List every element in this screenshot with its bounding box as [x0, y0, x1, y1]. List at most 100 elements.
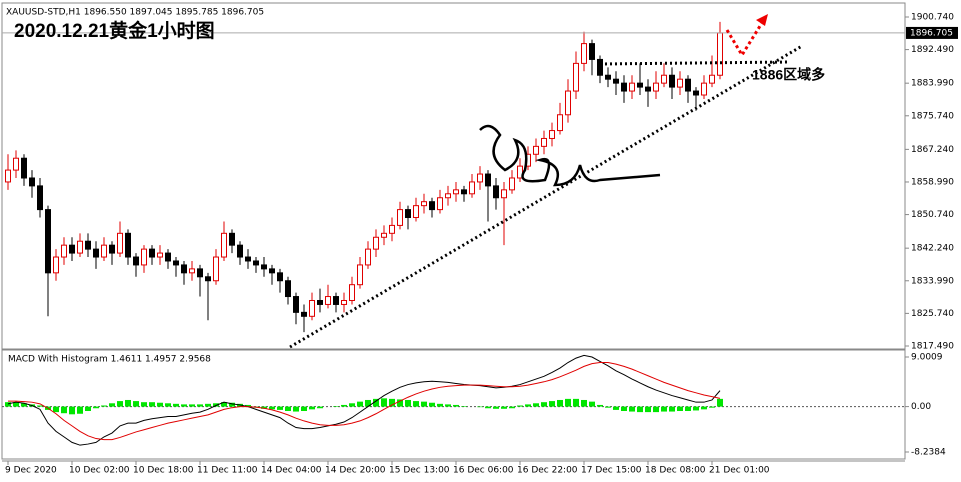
- histogram-bar: [333, 406, 339, 407]
- candle-body: [541, 137, 547, 147]
- histogram-bar: [637, 406, 643, 413]
- candle-body: [109, 244, 115, 254]
- histogram-bar: [301, 406, 307, 412]
- histogram-bar: [581, 399, 587, 407]
- macd-panel: [1, 349, 906, 460]
- histogram-bar: [109, 403, 115, 407]
- x-tick-label: 18 Dec 08:00: [645, 466, 706, 476]
- signature: [479, 124, 661, 187]
- histogram-bar: [85, 406, 91, 412]
- histogram-bar: [205, 403, 211, 407]
- candle-body: [5, 169, 11, 183]
- y-tick-label: -8.2384: [911, 447, 946, 457]
- candle-body: [581, 43, 587, 64]
- y-tick-label: 0.00: [911, 402, 931, 412]
- macd-header: MACD With Histogram 1.4611 1.4957 2.9568: [8, 355, 211, 365]
- histogram-bar: [549, 401, 555, 407]
- histogram-bar: [245, 404, 251, 407]
- y-tick-label: 1883.990: [911, 79, 954, 89]
- histogram-bar: [69, 406, 75, 415]
- histogram-bar: [525, 404, 531, 407]
- candle-body: [413, 205, 419, 219]
- histogram-bar: [445, 404, 451, 407]
- candle-body: [645, 86, 651, 92]
- candle-body: [149, 248, 155, 258]
- candle-body: [477, 173, 483, 183]
- y-tick-label: 1842.240: [911, 244, 954, 254]
- y-tick-label: 9.0009: [911, 353, 943, 363]
- histogram-bar: [461, 406, 467, 407]
- resistance-line: [599, 60, 789, 66]
- candle-body: [429, 201, 435, 211]
- candle-body: [205, 276, 211, 282]
- candle-body: [373, 236, 379, 250]
- candle-body: [301, 311, 307, 317]
- candle-body: [253, 260, 259, 266]
- y-tick-label: 1817.490: [911, 341, 954, 351]
- histogram-bar: [677, 406, 683, 412]
- candle-body: [389, 224, 395, 234]
- candle-body: [261, 264, 267, 270]
- histogram-bar: [173, 403, 179, 407]
- candle-body: [637, 82, 643, 88]
- x-tick-label: 16 Dec 22:00: [517, 466, 578, 476]
- y-tick-label: 1875.740: [911, 111, 954, 121]
- histogram-bar: [381, 398, 387, 407]
- candle-body: [37, 185, 43, 211]
- histogram-bar: [269, 406, 275, 410]
- candle-body: [125, 232, 131, 258]
- candle-body: [565, 90, 571, 116]
- candle-body: [69, 244, 75, 254]
- histogram-bar: [21, 403, 27, 407]
- candle-body: [445, 193, 451, 199]
- candle-body: [533, 145, 539, 155]
- x-tick-label: 16 Dec 06:00: [453, 466, 514, 476]
- histogram-bar: [541, 402, 547, 407]
- candle-body: [45, 209, 51, 274]
- histogram-bar: [405, 399, 411, 407]
- candle-body: [613, 78, 619, 84]
- histogram-bar: [309, 406, 315, 410]
- candle-body: [173, 260, 179, 266]
- histogram-bar: [365, 399, 371, 407]
- histogram-bar: [557, 399, 563, 407]
- y-tick-label: 1867.240: [911, 145, 954, 155]
- histogram-bar: [613, 406, 619, 410]
- candle-body: [621, 82, 627, 92]
- candle-body: [13, 157, 19, 171]
- candle-body: [701, 82, 707, 96]
- candle-body: [293, 296, 299, 313]
- arrow-head: [756, 14, 768, 26]
- candle-body: [229, 232, 235, 246]
- histogram-bar: [101, 405, 107, 407]
- histogram-bar: [53, 406, 59, 413]
- candle-body: [29, 177, 35, 187]
- candle-body: [165, 252, 171, 262]
- candle-body: [21, 157, 27, 179]
- histogram-bar: [213, 403, 219, 407]
- candle-body: [573, 62, 579, 92]
- histogram-bar: [397, 399, 403, 407]
- candle-body: [53, 256, 59, 274]
- candle-body: [85, 240, 91, 250]
- histogram-bar: [709, 406, 715, 408]
- candle-body: [357, 264, 363, 286]
- histogram-bar: [693, 406, 699, 411]
- candle-body: [685, 78, 691, 92]
- candle-body: [237, 244, 243, 258]
- x-tick-label: 14 Dec 04:00: [261, 466, 322, 476]
- x-tick-label: 9 Dec 2020: [5, 466, 57, 476]
- candle-body: [189, 268, 195, 274]
- symbol-header: XAUUSD-STD,H1 1896.550 1897.045 1895.785…: [6, 8, 264, 18]
- candle-body: [333, 296, 339, 305]
- histogram-bar: [13, 402, 19, 407]
- macd-line: [8, 362, 721, 441]
- candle-body: [157, 252, 163, 258]
- histogram-bar: [125, 399, 131, 407]
- histogram-bar: [685, 406, 691, 412]
- candle-body: [421, 201, 427, 207]
- histogram-bar: [645, 406, 651, 413]
- candle-body: [285, 280, 291, 298]
- candle-body: [669, 74, 675, 88]
- candle-body: [605, 74, 611, 80]
